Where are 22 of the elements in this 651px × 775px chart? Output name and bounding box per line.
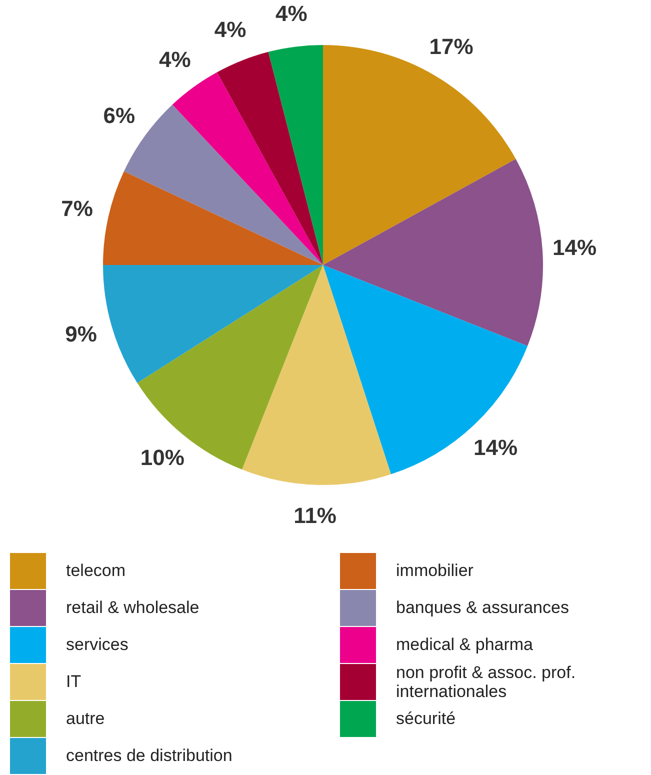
data-label: 4% (214, 16, 246, 42)
legend-label: IT (66, 672, 82, 691)
legend-label: telecom (66, 561, 127, 580)
data-label: 17% (429, 34, 474, 60)
legend-label: medical & pharma (396, 635, 534, 654)
legend-label: retail & wholesale (66, 598, 200, 617)
data-label: 4% (276, 1, 308, 26)
legend-label: services (66, 635, 130, 654)
data-label: 11% (294, 502, 336, 528)
data-label: 10% (140, 445, 184, 470)
data-label: 4% (158, 47, 191, 72)
legend-label: non profit & assoc. prof. internationales (396, 662, 577, 700)
legend-label: banques & assurances (396, 598, 570, 617)
data-label: 9% (65, 321, 97, 346)
legend-label: sécurité (396, 709, 457, 728)
data-label: 6% (103, 102, 136, 128)
legend-label: autre (66, 709, 106, 728)
legend-label: centres de distribution (66, 746, 234, 765)
legend-label: immobilier (396, 561, 474, 580)
data-label: 14% (473, 434, 518, 460)
data-label: 14% (552, 235, 597, 260)
data-label: 7% (61, 196, 93, 222)
